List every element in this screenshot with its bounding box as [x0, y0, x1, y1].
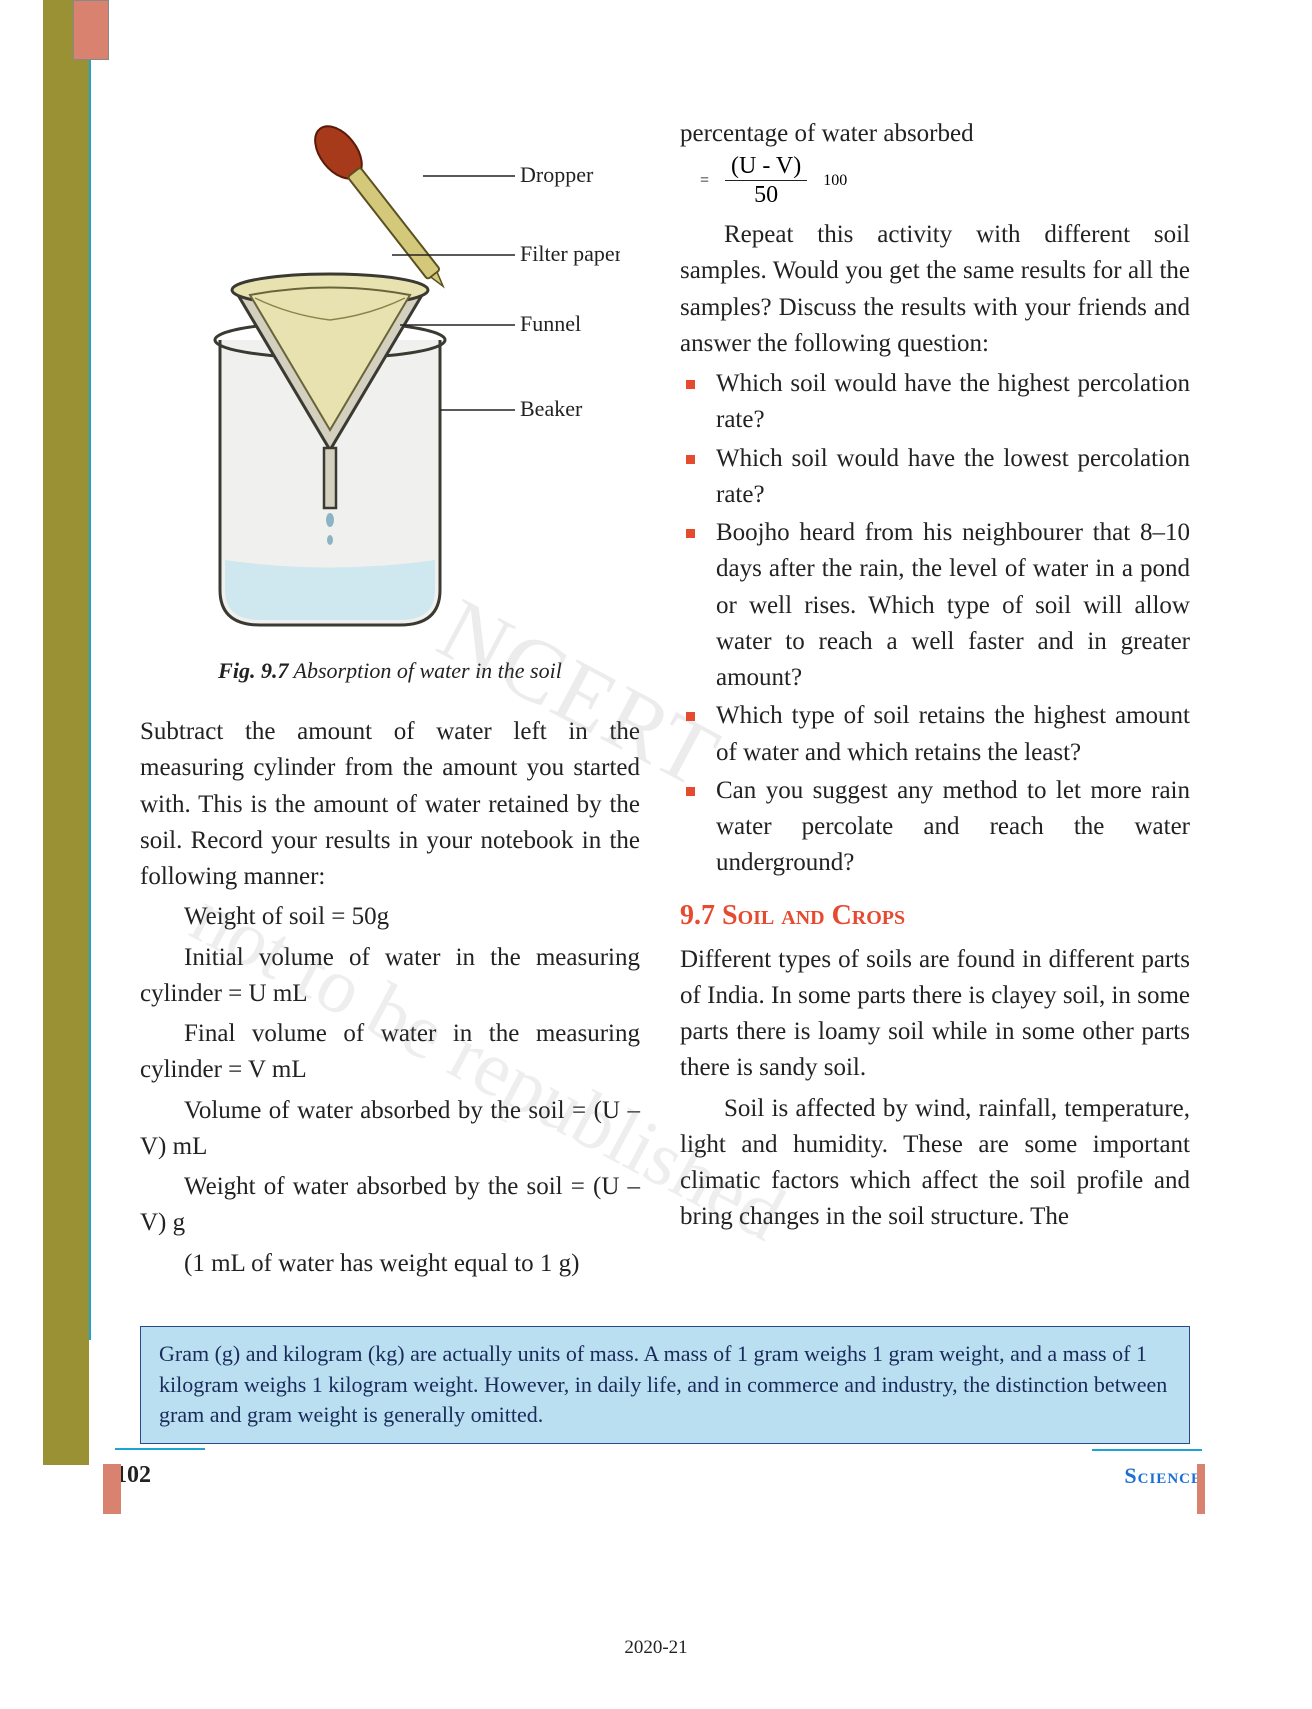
- subject-text: Science: [1124, 1463, 1202, 1488]
- figure-number: Fig. 9.7: [218, 658, 288, 683]
- formula-multiplier: 100: [823, 172, 847, 190]
- question-list: Which soil would have the highest percol…: [680, 366, 1190, 882]
- formula-numerator: (U - V): [725, 154, 807, 181]
- left-rule-line: [89, 60, 91, 1340]
- subject-accent: [1197, 1464, 1205, 1514]
- page-number-block: 102: [115, 1448, 163, 1489]
- water-drop-1: [326, 513, 334, 527]
- dropper-tip: [431, 272, 447, 289]
- subject-rule: [1092, 1449, 1202, 1451]
- left-margin-bar: [43, 0, 89, 1465]
- apparatus-svg: Dropper Filter paper Funnel Beaker: [140, 120, 620, 640]
- pct-label: percentage of water absorbed: [680, 120, 1190, 148]
- edition-year: 2020-21: [0, 1637, 1312, 1659]
- page-number-accent: [103, 1464, 121, 1514]
- label-dropper: Dropper: [520, 162, 594, 187]
- subject-label: Science: [1124, 1449, 1202, 1489]
- section-para-2: Soil is affected by wind, rainfall, temp…: [680, 1091, 1190, 1236]
- list-item: Which soil would have the highest percol…: [680, 366, 1190, 439]
- data-line-4: Volume of water absorbed by the soil = (…: [140, 1093, 640, 1166]
- repeat-para: Repeat this activity with different soil…: [680, 217, 1190, 362]
- note-box: Gram (g) and kilogram (kg) are actually …: [140, 1326, 1190, 1444]
- right-column: percentage of water absorbed = (U - V) 5…: [680, 120, 1190, 1286]
- data-line-5: Weight of water absorbed by the soil = (…: [140, 1169, 640, 1242]
- data-line-6: (1 mL of water has weight equal to 1 g): [140, 1246, 640, 1282]
- figure-diagram: Dropper Filter paper Funnel Beaker: [140, 120, 620, 640]
- formula-eq: =: [700, 172, 709, 190]
- list-item: Which type of soil retains the highest a…: [680, 698, 1190, 771]
- page-footer: 102 Science: [115, 1448, 1202, 1489]
- figure-caption: Fig. 9.7 Absorption of water in the soil: [140, 658, 640, 684]
- data-line-2: Initial volume of water in the measuring…: [140, 940, 640, 1013]
- formula-fraction: (U - V) 50: [725, 154, 807, 207]
- page-number-rule: [115, 1448, 205, 1450]
- list-item: Can you suggest any method to let more r…: [680, 773, 1190, 882]
- dropper-group: [306, 120, 458, 297]
- section-para-1: Different types of soils are found in di…: [680, 942, 1190, 1087]
- dropper-tube: [348, 167, 441, 279]
- water-drop-2: [327, 535, 333, 545]
- formula-denominator: 50: [754, 181, 778, 207]
- label-beaker: Beaker: [520, 396, 583, 421]
- list-item: Which soil would have the lowest percola…: [680, 441, 1190, 514]
- section-heading: 9.7 Soil and Crops: [680, 900, 1190, 932]
- label-filter-paper: Filter paper: [520, 241, 620, 266]
- data-line-3: Final volume of water in the measuring c…: [140, 1016, 640, 1089]
- content-columns: Dropper Filter paper Funnel Beaker Fig. …: [140, 120, 1202, 1286]
- left-column: Dropper Filter paper Funnel Beaker Fig. …: [140, 120, 640, 1286]
- top-accent-block: [73, 0, 109, 60]
- figure-caption-text: Absorption of water in the soil: [288, 658, 561, 683]
- page: © NCERT not to be republished: [0, 0, 1312, 1709]
- formula-row: = (U - V) 50 100: [700, 154, 1190, 207]
- data-line-1: Weight of soil = 50g: [140, 899, 640, 935]
- list-item: Boojho heard from his neighbourer that 8…: [680, 515, 1190, 696]
- label-funnel: Funnel: [520, 311, 581, 336]
- beaker-water: [225, 560, 435, 620]
- intro-para: Subtract the amount of water left in the…: [140, 714, 640, 895]
- funnel-stem: [324, 448, 336, 508]
